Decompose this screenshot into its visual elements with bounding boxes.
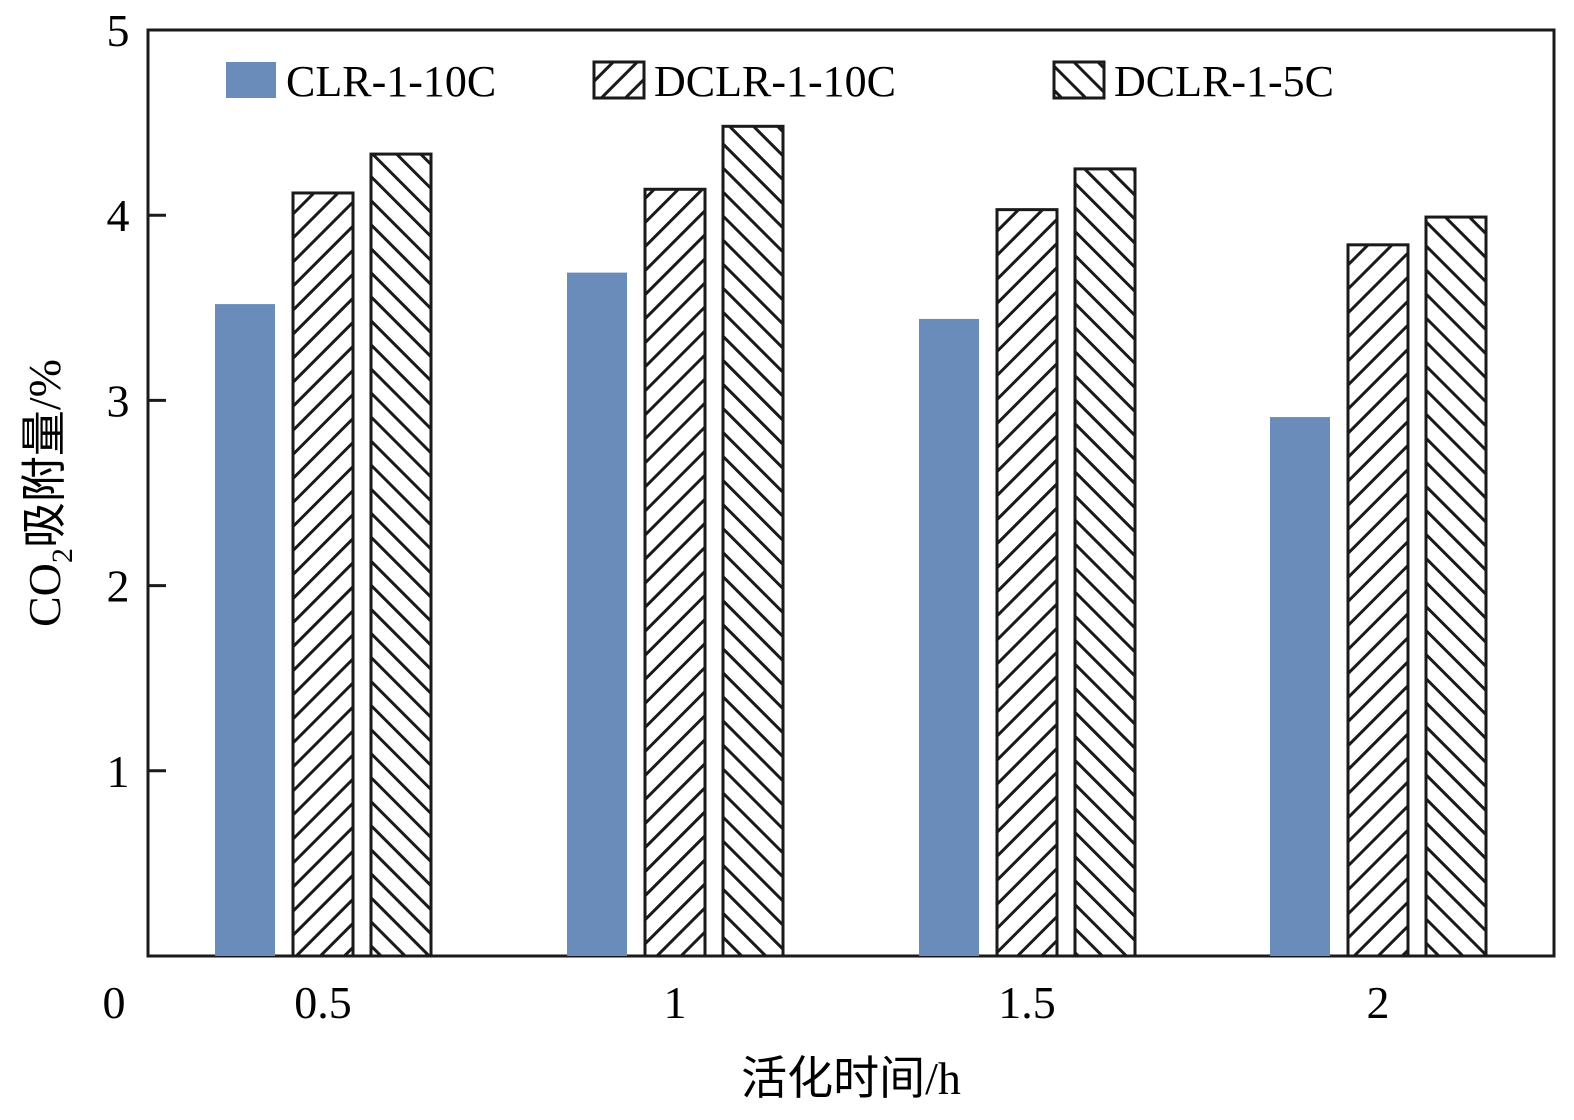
y-axis-title: CO2吸附量/%	[19, 359, 79, 627]
x-ticks-group: 0.5 1 1.5 2	[294, 977, 1389, 1028]
legend-label-clr-1-10c: CLR-1-10C	[286, 57, 496, 106]
y-tick-label-5: 5	[107, 5, 130, 56]
bar-clr-1-10c-0.5	[215, 304, 275, 956]
x-tick-label-0.5: 0.5	[294, 977, 352, 1028]
legend-label-dclr-1-5c: DCLR-1-5C	[1114, 57, 1334, 106]
legend-swatch-dclr-1-5c	[1052, 60, 1106, 100]
bar-clr-1-10c-1	[567, 272, 627, 956]
bar-dclr-1-5c-1.5	[1073, 167, 1137, 958]
y-axis-title-subscript: 2	[46, 548, 79, 563]
bar-dclr-1-10c-1.5	[995, 208, 1059, 958]
bar-dclr-1-5c-0.5	[369, 152, 433, 958]
origin-tick-label: 0	[103, 977, 126, 1028]
bar-dclr-1-10c-1	[643, 187, 707, 958]
y-tick-label-1: 1	[107, 746, 130, 797]
y-tick-label-3: 3	[107, 375, 130, 426]
bars-group	[215, 124, 1488, 958]
legend-swatch-dclr-1-10c	[592, 60, 646, 100]
y-ticks-group: 1 2 3 4 5	[107, 5, 166, 797]
y-tick-label-4: 4	[107, 190, 130, 241]
y-axis-title-rest: 吸附量/%	[19, 359, 70, 548]
x-tick-label-1: 1	[664, 977, 687, 1028]
bar-dclr-1-10c-0.5	[291, 191, 355, 958]
legend: CLR-1-10C DCLR-1-10C DCLR-1-5C	[226, 57, 1334, 106]
x-tick-label-2: 2	[1367, 977, 1390, 1028]
y-tick-label-2: 2	[107, 561, 130, 612]
bar-clr-1-10c-2	[1270, 417, 1330, 956]
y-axis-title-main: CO	[19, 563, 70, 627]
plot-frame	[146, 28, 1556, 958]
bar-dclr-1-10c-2	[1346, 243, 1410, 958]
bar-dclr-1-5c-1	[721, 124, 785, 958]
legend-label-dclr-1-10c: DCLR-1-10C	[654, 57, 896, 106]
bar-dclr-1-5c-2	[1424, 215, 1488, 958]
legend-swatch-clr-1-10c	[226, 62, 276, 98]
x-tick-label-1.5: 1.5	[998, 977, 1056, 1028]
x-axis-title: 活化时间/h	[741, 1053, 961, 1104]
bar-clr-1-10c-1.5	[919, 318, 979, 956]
